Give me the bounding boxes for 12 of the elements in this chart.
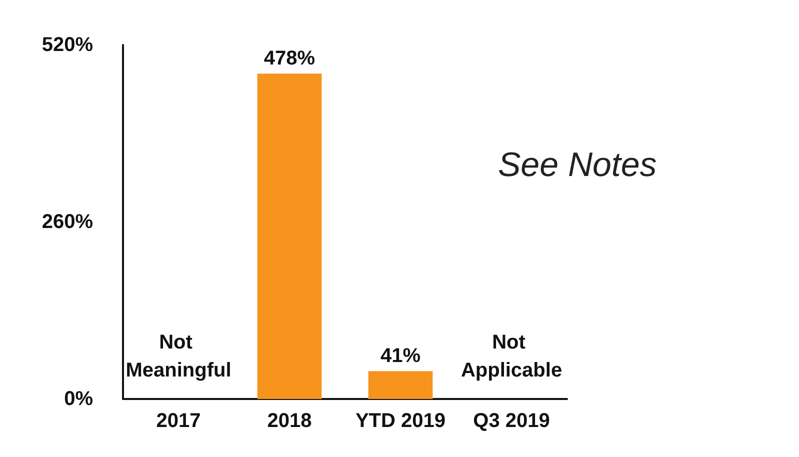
x-tick-label: 2018: [267, 410, 312, 432]
data-label: 41%: [380, 345, 421, 368]
y-tick-label: 0%: [64, 388, 94, 410]
annotation: Not Meaningful: [126, 332, 232, 382]
x-tick-label: Q3 2019: [473, 410, 550, 432]
annotation: Not Applicable: [460, 332, 562, 382]
data-label: 478%: [264, 48, 316, 70]
x-tick-label: 2017: [156, 410, 201, 432]
y-tick-label: 260%: [42, 211, 94, 233]
annotation: See Notes: [498, 146, 657, 184]
x-tick-label: YTD 2019: [355, 410, 446, 432]
y-tick-label: 520%: [42, 34, 94, 56]
